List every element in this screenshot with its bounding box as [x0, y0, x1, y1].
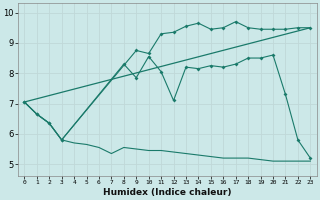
X-axis label: Humidex (Indice chaleur): Humidex (Indice chaleur): [103, 188, 232, 197]
